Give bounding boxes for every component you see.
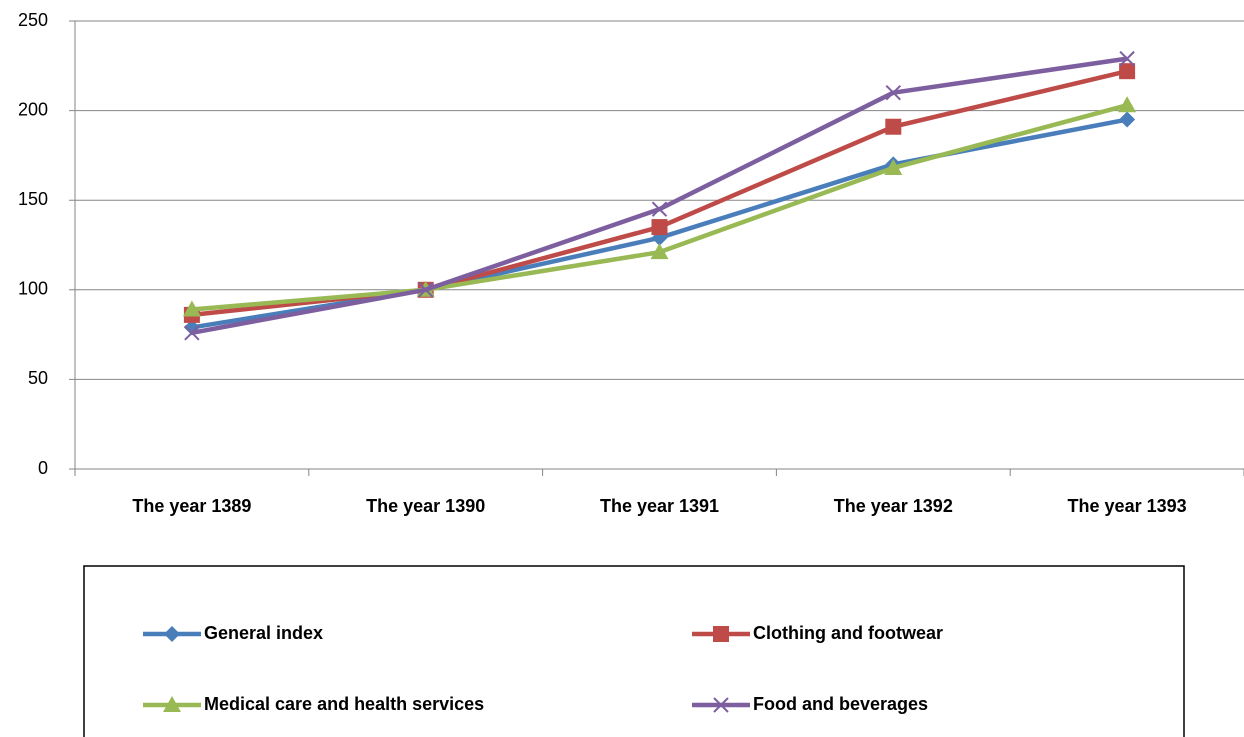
marker <box>651 219 668 236</box>
marker <box>1118 96 1137 113</box>
marker <box>650 243 669 260</box>
marker <box>884 158 903 175</box>
y-tick-label: 50 <box>28 368 48 388</box>
marker <box>182 300 201 317</box>
marker <box>164 626 180 642</box>
y-tick-label: 200 <box>18 99 48 119</box>
marker <box>1119 63 1136 80</box>
legend-label: General index <box>204 623 323 643</box>
x-tick-label: The year 1389 <box>132 496 251 516</box>
legend-box <box>83 565 1185 737</box>
marker <box>1119 50 1135 67</box>
marker <box>1119 111 1136 128</box>
marker <box>885 118 902 135</box>
y-tick-label: 250 <box>18 10 48 30</box>
legend-label: Medical care and health services <box>204 694 484 714</box>
y-tick-label: 100 <box>18 279 48 299</box>
marker <box>713 626 729 642</box>
legend-label: Clothing and footwear <box>753 623 943 643</box>
marker <box>713 697 729 713</box>
x-tick-label: The year 1391 <box>600 496 719 516</box>
series-line <box>191 68 1128 318</box>
marker <box>184 325 200 341</box>
y-tick-label: 0 <box>38 458 48 478</box>
y-tick-label: 150 <box>18 189 48 209</box>
marker <box>417 282 434 298</box>
series-line <box>191 56 1128 336</box>
legend-label: Food and beverages <box>753 694 928 714</box>
x-tick-label: The year 1392 <box>834 496 953 516</box>
marker <box>885 84 902 101</box>
marker <box>651 201 668 217</box>
x-tick-label: The year 1390 <box>366 496 485 516</box>
x-tick-label: The year 1393 <box>1068 496 1187 516</box>
marker <box>163 696 181 712</box>
